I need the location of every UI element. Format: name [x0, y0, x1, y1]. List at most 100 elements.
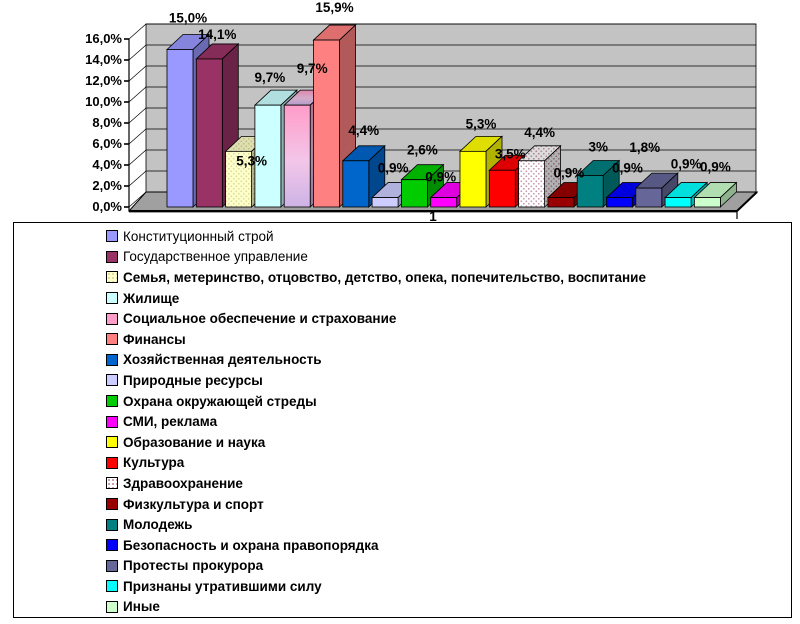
- bar-top-shade: [577, 160, 620, 176]
- bar-value-label: 0,9%: [554, 166, 585, 181]
- legend-item: Культура: [106, 453, 785, 474]
- legend-item-label: Финансы: [123, 331, 186, 347]
- legend-marker-icon: [106, 292, 118, 305]
- legend-item-label: Культура: [123, 455, 185, 471]
- y-axis-label: 2,0%: [92, 178, 122, 193]
- category-label: 1: [429, 209, 437, 222]
- bar-top-shade: [313, 25, 356, 41]
- bar-top-shade: [635, 173, 678, 189]
- legend-item: Хозяйственная деятельность: [106, 350, 785, 371]
- bar-front-face: [254, 104, 282, 208]
- axis-depth-line: [128, 23, 147, 40]
- bar-side-shade: [720, 182, 737, 207]
- legend-marker-icon: [106, 333, 118, 346]
- axis-depth-line: [128, 65, 147, 82]
- legend-item: Молодежь: [106, 514, 785, 535]
- legend-item: Социальное обеспечение и страхование: [106, 308, 785, 329]
- bar-value-label: 15,0%: [169, 11, 207, 26]
- bar-value-label: 4,4%: [348, 123, 379, 138]
- y-axis-label: 16,0%: [85, 31, 122, 46]
- legend-item-label: Семья, метеринство, отцовство, детство, …: [123, 269, 646, 285]
- bar-front-face: [283, 104, 311, 208]
- bar-value-label: 2,6%: [407, 143, 438, 158]
- legend-marker-icon: [106, 415, 118, 428]
- bar-value-label: 5,3%: [236, 153, 267, 168]
- bar-top-shade: [694, 182, 737, 198]
- legend-item: Государственное управление: [106, 247, 785, 268]
- legend-item: Жилище: [106, 288, 785, 309]
- bar-top-shade: [196, 43, 239, 59]
- bar-front-face: [488, 169, 516, 208]
- legend-item-label: Признаны утратившими силу: [123, 578, 322, 594]
- legend-marker-icon: [106, 230, 118, 243]
- legend-item-label: Жилище: [123, 290, 180, 306]
- bar-front-face: [195, 58, 223, 208]
- axis-depth-line: [128, 107, 147, 124]
- legend-marker-icon: [106, 518, 118, 531]
- bar-value-label: 3%: [588, 140, 608, 155]
- legend-marker-icon: [106, 353, 118, 366]
- axis-depth-line: [128, 86, 147, 103]
- y-axis-label: 10,0%: [85, 94, 122, 109]
- y-axis-label: 12,0%: [85, 73, 122, 88]
- legend-item-label: Государственное управление: [123, 249, 308, 265]
- bar-front-face: [664, 197, 692, 208]
- legend-marker-icon: [106, 312, 118, 325]
- legend-item-label: Хозяйственная деятельность: [123, 352, 322, 368]
- chart-plot-area: 15,0% 14,1% 5,3% 9,7% 9,7% 15,9% 4,4% 0,9% 2,6% 0…: [0, 0, 800, 224]
- bar-top-shade: [342, 145, 385, 161]
- bar-front-face: [547, 197, 575, 208]
- legend-item: Физкультура и спорт: [106, 494, 785, 515]
- y-axis-label: 6,0%: [92, 136, 122, 151]
- bar-value-label: 0,9%: [612, 161, 643, 176]
- legend-item: Природные ресурсы: [106, 370, 785, 391]
- axis-depth-line: [128, 149, 147, 166]
- legend-item-label: Протесты прокурора: [123, 558, 264, 574]
- legend-marker-icon: [106, 600, 118, 613]
- legend-item-label: Социальное обеспечение и страхование: [123, 311, 397, 327]
- legend-item-label: Образование и наука: [123, 434, 266, 450]
- legend-item-label: Безопасность и охрана правопорядка: [123, 537, 379, 553]
- legend-item-label: Физкультура и спорт: [123, 496, 264, 512]
- legend-item: Финансы: [106, 329, 785, 350]
- legend-item: Иные: [106, 597, 785, 618]
- legend-marker-icon: [106, 436, 118, 449]
- legend-item: Здравоохранение: [106, 473, 785, 494]
- bar-top-shade: [460, 136, 502, 152]
- axis-depth-line: [128, 128, 147, 145]
- bar-value-label: 4,4%: [524, 125, 555, 140]
- legend-item: Признаны утратившими силу: [106, 576, 785, 597]
- bar-value-label: 15,9%: [315, 0, 353, 15]
- bar-value-label: 0,9%: [425, 170, 456, 185]
- legend-item-label: СМИ, реклама: [123, 414, 218, 430]
- legend-item: Безопасность и охрана правопорядка: [106, 535, 785, 556]
- legend-marker-icon: [106, 539, 118, 552]
- bar-value-label: 1,8%: [629, 140, 660, 155]
- y-axis-label: 0,0%: [92, 199, 122, 214]
- bar-value-label: 14,1%: [198, 27, 236, 42]
- legend-item: Конституционный строй: [106, 226, 785, 247]
- chart-canvas: 15,0%14,1% 5,3% 9,7% 9,7% 15,9% 4,4% 0,9% 2,6% 0…: [85, 0, 759, 224]
- legend-marker-icon: [106, 374, 118, 387]
- bar-value-label: 0,9%: [700, 160, 731, 175]
- bar-front-face: [371, 197, 399, 208]
- bar-value-label: 3,5%: [495, 146, 526, 161]
- bar-front-face: [606, 197, 633, 208]
- bar-front-face: [518, 160, 545, 208]
- bar-front-face: [430, 197, 458, 208]
- legend-marker-icon: [106, 559, 118, 572]
- bar-front-face: [342, 160, 370, 208]
- y-axis-label: 4,0%: [92, 157, 122, 172]
- bar-top-shade: [167, 34, 209, 50]
- floor-right-edge: [736, 191, 758, 212]
- legend-item-label: Конституционный строй: [123, 228, 274, 244]
- bar-value-label: 9,7%: [297, 61, 328, 76]
- bar-front-face: [635, 187, 663, 208]
- axis-depth-line: [128, 44, 147, 61]
- legend-marker-icon: [106, 477, 118, 490]
- legend-marker-icon: [106, 580, 118, 593]
- legend-marker-icon: [106, 498, 118, 511]
- bar: [400, 163, 445, 208]
- legend-item: Семья, метеринство, отцовство, детство, …: [106, 267, 785, 288]
